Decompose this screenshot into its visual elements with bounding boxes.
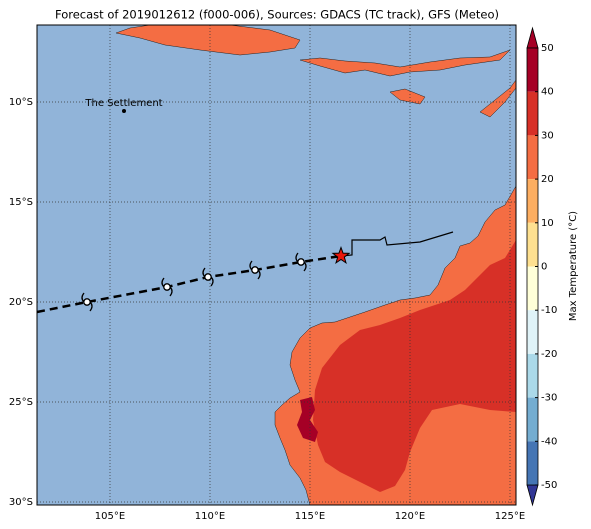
- lat-tick-label: 15°S: [9, 197, 33, 208]
- timor: [479, 79, 516, 118]
- lat-tick-label: 20°S: [9, 297, 33, 308]
- lon-tick-label: 105°E: [95, 511, 125, 522]
- map-frame: [36, 24, 517, 506]
- colorbar-tick-label: -40: [541, 436, 557, 447]
- cyclone-eye: [163, 283, 171, 291]
- cyclone-eye: [297, 258, 305, 266]
- colorbar-segment: [527, 266, 538, 311]
- cyclone-eye: [251, 266, 259, 274]
- current-position-star: [331, 246, 351, 265]
- colorbar-segment: [527, 135, 538, 180]
- colorbar-extend-top: [526, 26, 539, 49]
- colorbar: 50 40 30 20 10 0 -10 -20 -30 -40 -50: [526, 26, 557, 507]
- colorbar-tick-label: -20: [541, 349, 557, 360]
- colorbar-tick-label: 40: [541, 87, 554, 98]
- colorbar-segment: [527, 179, 538, 223]
- cyclone-eye: [204, 273, 212, 281]
- lon-tick-label: 120°E: [395, 511, 425, 522]
- cyclone-symbol: [81, 292, 93, 312]
- colorbar-tick-label: 50: [541, 43, 554, 54]
- colorbar-segment: [527, 310, 538, 354]
- cyclone-symbol: [202, 267, 214, 287]
- lat-tick-label: 10°S: [9, 97, 33, 108]
- colorbar-label: Max Temperature (°C): [568, 211, 579, 321]
- colorbar-tick-label: -10: [541, 305, 557, 316]
- colorbar-segment: [527, 222, 538, 267]
- lat-tick-label: 25°S: [9, 397, 33, 408]
- colorbar-tick-label: 10: [541, 218, 554, 229]
- colorbar-segment: [527, 397, 538, 442]
- lon-tick-label: 115°E: [295, 511, 325, 522]
- colorbar-tick-label: 30: [541, 130, 554, 141]
- colorbar-tick-label: -50: [541, 480, 557, 491]
- forecast-track: [340, 231, 454, 257]
- colorbar-frame: [526, 47, 539, 486]
- lon-tick-label: 125°E: [495, 511, 525, 522]
- colorbar-segment: [527, 91, 538, 136]
- cyclone-symbol: [249, 260, 261, 280]
- australia-hottest-region: [297, 397, 318, 442]
- place-label: The Settlement: [84, 98, 162, 109]
- cyclone-symbol: [161, 277, 173, 297]
- cyclone-symbol: [295, 252, 307, 272]
- colorbar-segment: [527, 48, 538, 92]
- sumba: [389, 88, 426, 105]
- map-title: Forecast of 2019012612 (f000-006), Sourc…: [55, 8, 499, 22]
- colorbar-extend-bottom: [526, 484, 539, 507]
- cyclone-eye: [83, 298, 91, 306]
- place-marker: [122, 109, 126, 113]
- colorbar-segment: [527, 353, 538, 398]
- colorbar-tick-label: 20: [541, 174, 554, 185]
- land: [115, 25, 516, 505]
- colorbar-tick-label: 0: [541, 262, 547, 273]
- track-layer: The Settlement: [36, 98, 454, 314]
- colorbar-tick-label: -30: [541, 393, 557, 404]
- graticule: [37, 25, 516, 505]
- australia-hot-region: [313, 240, 516, 492]
- lesser-sunda-islands: [299, 49, 511, 77]
- lat-tick-label: 30°S: [9, 497, 33, 508]
- colorbar-segment: [527, 441, 538, 485]
- java: [115, 25, 301, 56]
- lon-tick-label: 110°E: [195, 511, 225, 522]
